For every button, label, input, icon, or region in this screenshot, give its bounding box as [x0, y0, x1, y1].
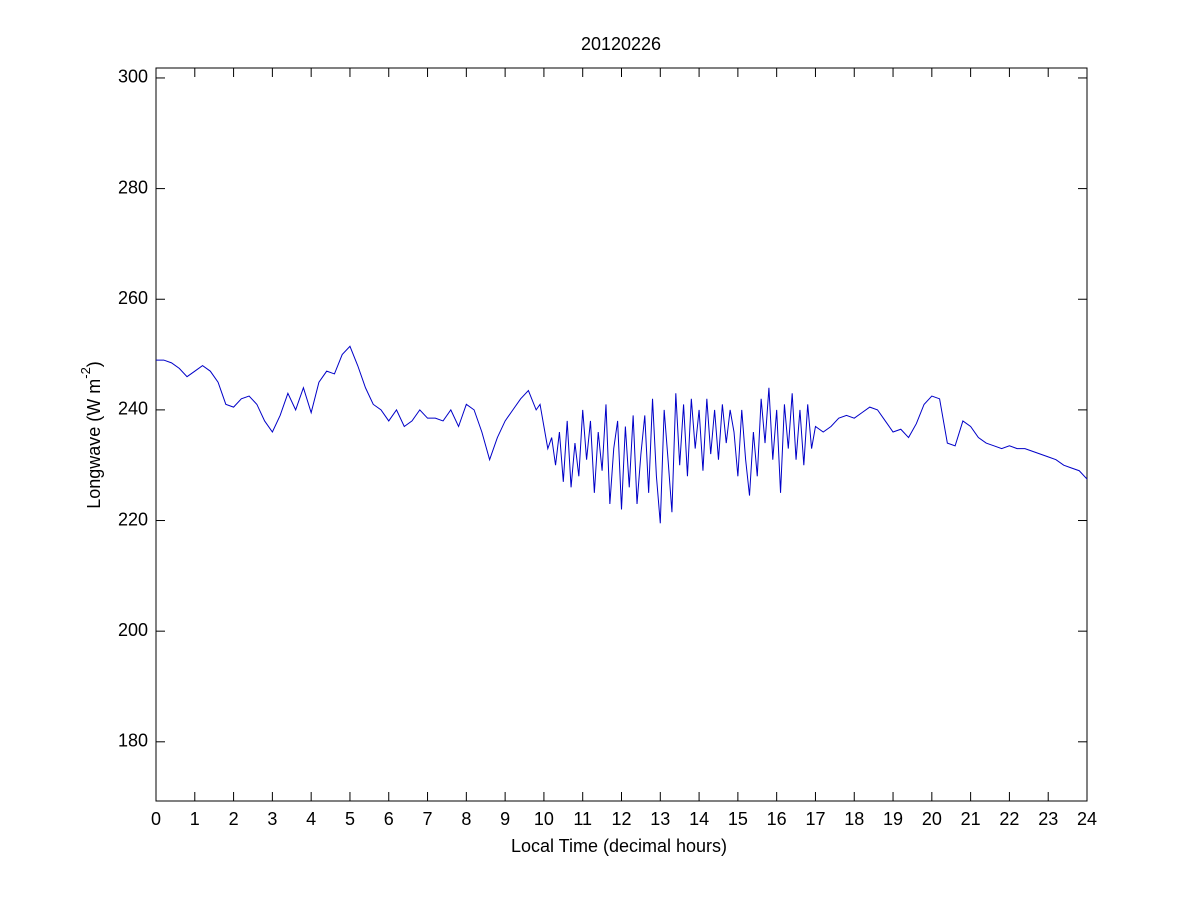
x-tick-label: 23 — [1038, 809, 1058, 829]
x-tick-label: 2 — [229, 809, 239, 829]
x-tick-label: 15 — [728, 809, 748, 829]
x-tick-label: 22 — [999, 809, 1019, 829]
x-tick-label: 13 — [650, 809, 670, 829]
data-line — [156, 345, 1088, 524]
x-tick-label: 11 — [573, 809, 592, 829]
x-tick-label: 17 — [805, 809, 825, 829]
chart-title: 20120226 — [581, 34, 661, 54]
plot-area — [155, 67, 1088, 802]
y-label-suffix: ) — [84, 361, 104, 367]
y-tick-label: 200 — [118, 620, 148, 640]
x-tick-label: 9 — [500, 809, 510, 829]
x-tick-label: 21 — [961, 809, 981, 829]
y-tick-label: 220 — [118, 509, 148, 529]
x-tick-label: 8 — [461, 809, 471, 829]
x-tick-label: 3 — [267, 809, 277, 829]
x-tick-label: 7 — [423, 809, 433, 829]
y-tick-label: 280 — [118, 177, 148, 197]
x-tick-label: 12 — [611, 809, 631, 829]
y-tick-label: 300 — [118, 67, 148, 87]
x-tick-label: 16 — [767, 809, 787, 829]
x-tick-label: 19 — [883, 809, 903, 829]
x-tick-label: 6 — [384, 809, 394, 829]
x-tick-label: 14 — [689, 809, 709, 829]
x-tick-label: 24 — [1077, 809, 1097, 829]
y-label-text: Longwave (W m — [84, 379, 104, 509]
x-tick-label: 1 — [190, 809, 200, 829]
y-tick-label: 260 — [118, 288, 148, 308]
x-tick-label: 10 — [534, 809, 554, 829]
y-axis-label: Longwave (W m-2) — [78, 361, 103, 509]
y-tick-label: 180 — [118, 731, 148, 751]
x-tick-label: 20 — [922, 809, 942, 829]
x-tick-label: 18 — [844, 809, 864, 829]
y-tick-label: 240 — [118, 399, 148, 419]
x-axis-label: Local Time (decimal hours) — [511, 836, 727, 856]
y-label-superscript: -2 — [78, 367, 93, 379]
x-tick-label: 0 — [151, 809, 161, 829]
x-tick-label: 4 — [306, 809, 316, 829]
x-tick-label: 5 — [345, 809, 355, 829]
